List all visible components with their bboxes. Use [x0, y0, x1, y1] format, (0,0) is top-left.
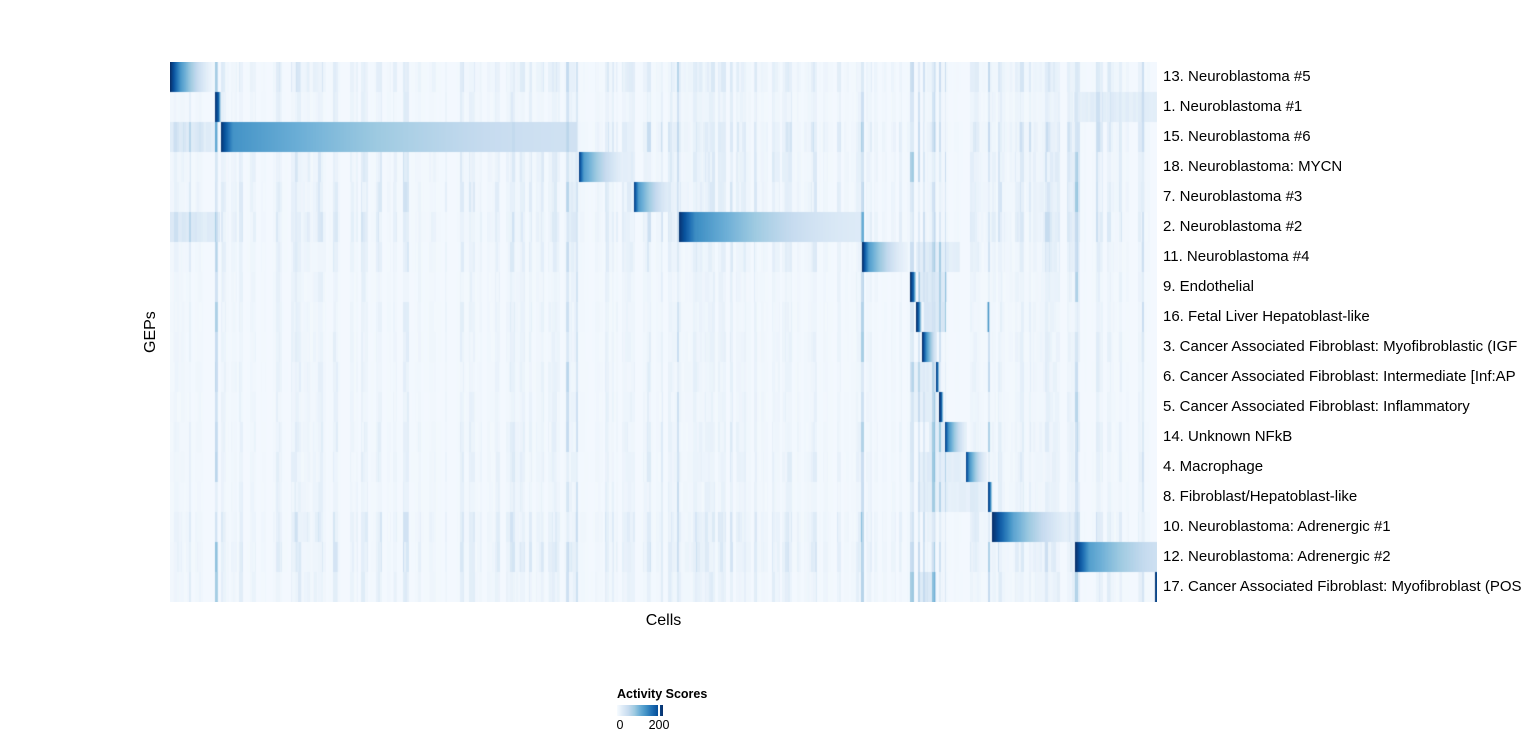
row-label: 9. Endothelial	[1163, 278, 1254, 295]
row-label: 2. Neuroblastoma #2	[1163, 218, 1303, 235]
row-label: 8. Fibroblast/Hepatoblast-like	[1163, 488, 1358, 505]
row-label: 17. Cancer Associated Fibroblast: Myofib…	[1163, 578, 1522, 595]
row-label: 13. Neuroblastoma #5	[1163, 68, 1311, 85]
row-label: 1. Neuroblastoma #1	[1163, 98, 1303, 115]
row-label: 18. Neuroblastoma: MYCN	[1163, 158, 1343, 175]
legend-tick-labels: 0 200	[617, 718, 817, 734]
legend-colorbar	[617, 705, 663, 716]
row-labels: 13. Neuroblastoma #5 1. Neuroblastoma #1 1…	[1163, 62, 1540, 602]
row-label: 14. Unknown NFkB	[1163, 428, 1293, 445]
heatmap-canvas	[170, 62, 1157, 602]
legend-max-label: 200	[648, 718, 670, 732]
row-label: 15. Neuroblastoma #6	[1163, 128, 1311, 145]
y-axis-title: GEPs	[142, 311, 159, 353]
legend-min-label: 0	[616, 718, 624, 732]
row-label: 16. Fetal Liver Hepatoblast-like	[1163, 308, 1370, 325]
row-label: 7. Neuroblastoma #3	[1163, 188, 1303, 205]
x-axis-title: Cells	[645, 612, 682, 629]
row-label: 4. Macrophage	[1163, 458, 1264, 475]
legend: Activity Scores 0 200	[617, 687, 817, 734]
row-label: 5. Cancer Associated Fibroblast: Inflamm…	[1163, 398, 1470, 415]
legend-tick-mark	[658, 705, 660, 716]
row-label: 11. Neuroblastoma #4	[1163, 248, 1310, 265]
row-label: 3. Cancer Associated Fibroblast: Myofibr…	[1163, 338, 1518, 355]
row-label: 6. Cancer Associated Fibroblast: Interme…	[1163, 368, 1516, 385]
row-label: 10. Neuroblastoma: Adrenergic #1	[1163, 518, 1391, 535]
row-label: 12. Neuroblastoma: Adrenergic #2	[1163, 548, 1391, 565]
legend-title: Activity Scores	[617, 687, 708, 701]
